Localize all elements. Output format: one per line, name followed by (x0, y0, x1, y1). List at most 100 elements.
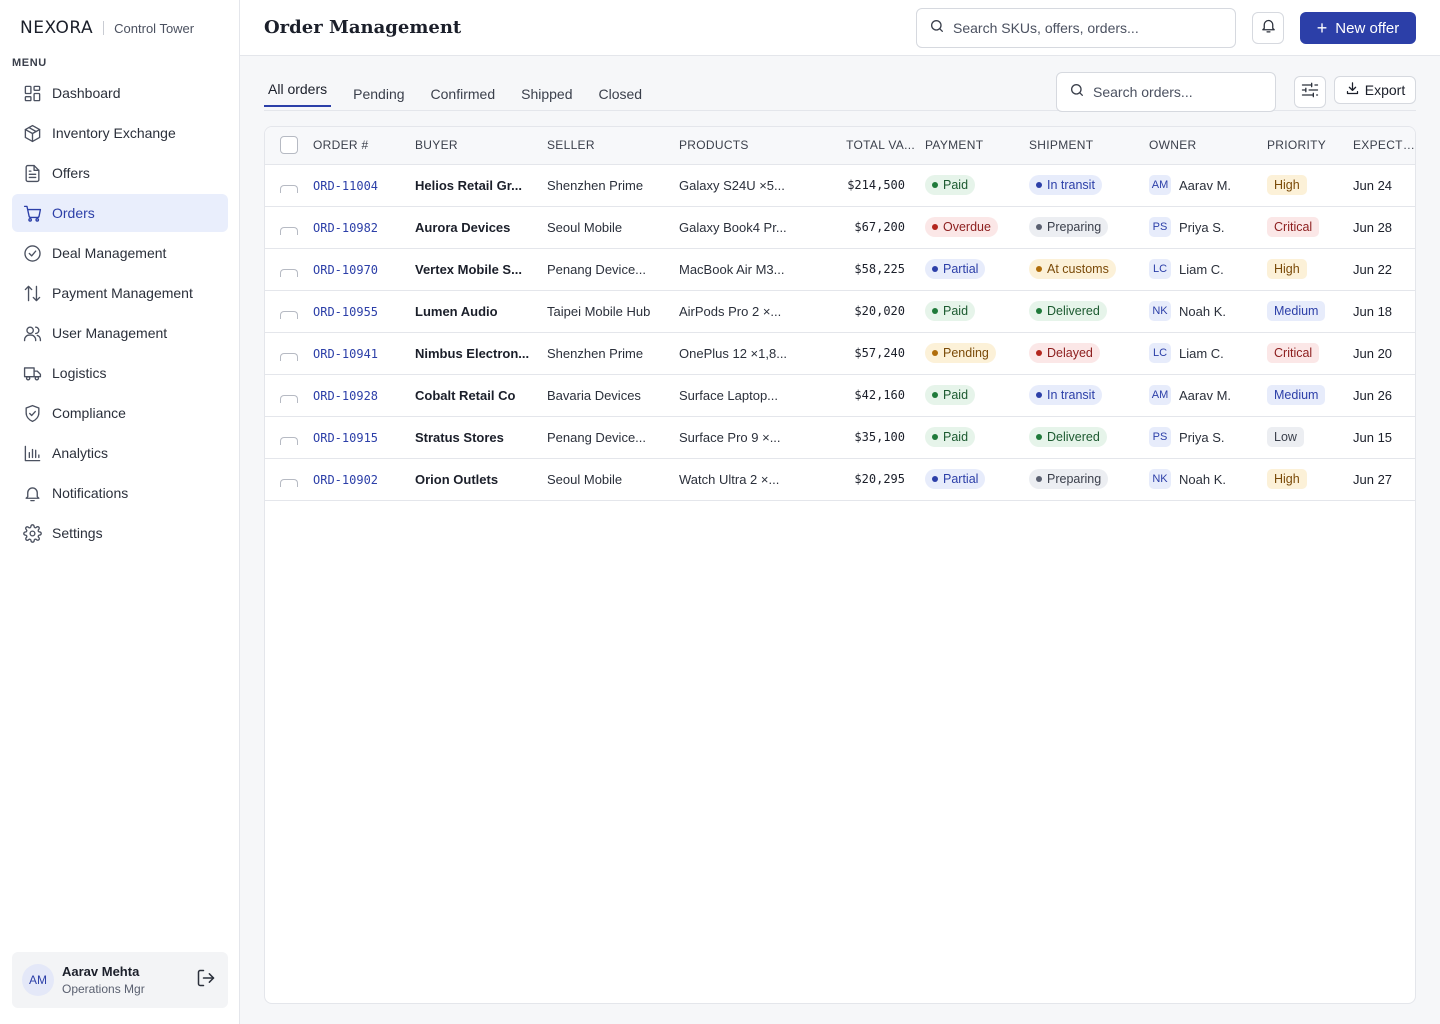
total-value-cell: $58,225 (854, 262, 905, 276)
dashboard-icon (22, 83, 42, 103)
filter-button[interactable] (1294, 76, 1326, 108)
table-row[interactable]: ORD-10955 Lumen Audio Taipei Mobile Hub Air… (265, 290, 1415, 332)
row-select-cell (265, 290, 313, 332)
priority-badge: Medium (1267, 385, 1326, 405)
owner-cell: PS Priya S. (1149, 427, 1267, 447)
export-button[interactable]: Export (1334, 76, 1416, 104)
order-id-link[interactable]: ORD-11004 (313, 178, 379, 193)
row-checkbox[interactable] (280, 311, 298, 319)
sidebar-item-label: Compliance (52, 405, 126, 421)
order-id-link[interactable]: ORD-10915 (313, 430, 379, 445)
buyer-cell: Helios Retail Gr... (415, 177, 522, 193)
payment-status-label: Partial (943, 262, 979, 276)
table-row[interactable]: ORD-10928 Cobalt Retail Co Bavaria Devices… (265, 374, 1415, 416)
sidebar-item-notifications[interactable]: Notifications (12, 474, 228, 512)
new-offer-button[interactable]: + New offer (1300, 12, 1416, 44)
column-header[interactable]: BUYER (415, 127, 547, 165)
payment-status-badge: Paid (925, 427, 976, 447)
tab-pending[interactable]: Pending (353, 85, 405, 102)
total-value-cell: $35,100 (854, 430, 905, 444)
sidebar-item-analytics[interactable]: Analytics (12, 434, 228, 472)
global-search[interactable] (916, 8, 1236, 48)
table-row[interactable]: ORD-10915 Stratus Stores Penang Device... S… (265, 416, 1415, 458)
sidebar-item-orders[interactable]: Orders (12, 194, 228, 232)
row-checkbox[interactable] (280, 437, 298, 445)
logout-icon[interactable] (196, 968, 216, 993)
global-search-input[interactable] (953, 20, 1223, 36)
priority-badge: Critical (1267, 217, 1320, 237)
sidebar-item-payment-management[interactable]: Payment Management (12, 274, 228, 312)
tab-all-orders[interactable]: All orders (264, 72, 332, 107)
order-id-link[interactable]: ORD-10982 (313, 220, 379, 235)
sidebar-item-dashboard[interactable]: Dashboard (12, 74, 228, 112)
sidebar-item-offers[interactable]: Offers (12, 154, 228, 192)
owner-name: Aarav M. (1179, 387, 1232, 403)
column-header[interactable]: EXPECTED (1353, 127, 1415, 165)
order-id-link[interactable]: ORD-10941 (313, 346, 379, 361)
table-row[interactable]: ORD-11004 Helios Retail Gr... Shenzhen Pri… (265, 164, 1415, 206)
seller-cell: Bavaria Devices (547, 387, 641, 403)
column-header[interactable]: SELLER (547, 127, 679, 165)
owner-name: Aarav M. (1179, 177, 1232, 193)
row-checkbox[interactable] (280, 395, 298, 403)
column-header[interactable]: ORDER # (313, 127, 415, 165)
shipment-status-badge: At customs (1029, 259, 1116, 279)
sidebar-item-compliance[interactable]: Compliance (12, 394, 228, 432)
sidebar-item-deal-management[interactable]: Deal Management (12, 234, 228, 272)
user-card: AM Aarav Mehta Operations Mgr (12, 952, 228, 1008)
shipment-status-label: Delivered (1047, 304, 1100, 318)
table-row[interactable]: ORD-10970 Vertex Mobile S... Penang Device… (265, 248, 1415, 290)
owner-name: Priya S. (1179, 219, 1225, 235)
order-search[interactable] (1056, 72, 1276, 112)
owner-cell: NK Noah K. (1149, 469, 1267, 489)
tab-closed[interactable]: Closed (598, 85, 643, 102)
order-search-input[interactable] (1093, 84, 1263, 100)
box-icon (22, 123, 42, 143)
column-header[interactable]: PAYMENT (925, 127, 1029, 165)
notifications-button[interactable] (1252, 12, 1284, 44)
expected-date-cell: Jun 28 (1353, 219, 1393, 235)
total-value-cell: $20,020 (854, 304, 905, 318)
document-icon (22, 163, 42, 183)
sidebar-item-label: Payment Management (52, 285, 193, 301)
status-dot (1036, 392, 1042, 398)
row-checkbox[interactable] (280, 269, 298, 277)
priority-badge: Medium (1267, 301, 1326, 321)
order-id-link[interactable]: ORD-10902 (313, 472, 379, 487)
row-select-cell (265, 332, 313, 374)
owner-cell: LC Liam C. (1149, 259, 1267, 279)
sidebar-item-settings[interactable]: Settings (12, 514, 228, 552)
order-id-link[interactable]: ORD-10928 (313, 388, 379, 403)
order-id-link[interactable]: ORD-10955 (313, 304, 379, 319)
buyer-cell: Cobalt Retail Co (415, 387, 516, 403)
sidebar-item-user-management[interactable]: User Management (12, 314, 228, 352)
sidebar-item-inventory-exchange[interactable]: Inventory Exchange (12, 114, 228, 152)
table-row[interactable]: ORD-10941 Nimbus Electron... Shenzhen Prim… (265, 332, 1415, 374)
row-checkbox[interactable] (280, 227, 298, 235)
tab-confirmed[interactable]: Confirmed (430, 85, 496, 102)
column-header[interactable]: PRODUCTS (679, 127, 805, 165)
tab-shipped[interactable]: Shipped (521, 85, 573, 102)
column-header[interactable]: SHIPMENT (1029, 127, 1149, 165)
status-dot (932, 266, 938, 272)
sidebar-item-logistics[interactable]: Logistics (12, 354, 228, 392)
column-header[interactable]: OWNER (1149, 127, 1267, 165)
status-dot (932, 182, 938, 188)
user-info: Aarav Mehta Operations Mgr (62, 964, 196, 996)
row-checkbox[interactable] (280, 479, 298, 487)
row-checkbox[interactable] (280, 353, 298, 361)
column-header[interactable]: TOTAL VA... (805, 127, 925, 165)
payment-status-badge: Pending (925, 343, 996, 363)
status-dot (932, 392, 938, 398)
table-row[interactable]: ORD-10982 Aurora Devices Seoul Mobile Galax… (265, 206, 1415, 248)
brand-divider (103, 21, 105, 35)
column-header[interactable]: PRIORITY (1267, 127, 1353, 165)
select-all-checkbox[interactable] (280, 136, 298, 155)
check-circle-icon (22, 243, 42, 263)
row-checkbox[interactable] (280, 185, 298, 193)
table-row[interactable]: ORD-10902 Orion Outlets Seoul Mobile Watch … (265, 458, 1415, 500)
products-cell: OnePlus 12 ×1,8... (679, 345, 788, 361)
row-select-cell (265, 206, 313, 248)
order-id-link[interactable]: ORD-10970 (313, 262, 379, 277)
bell-icon (1260, 17, 1277, 39)
